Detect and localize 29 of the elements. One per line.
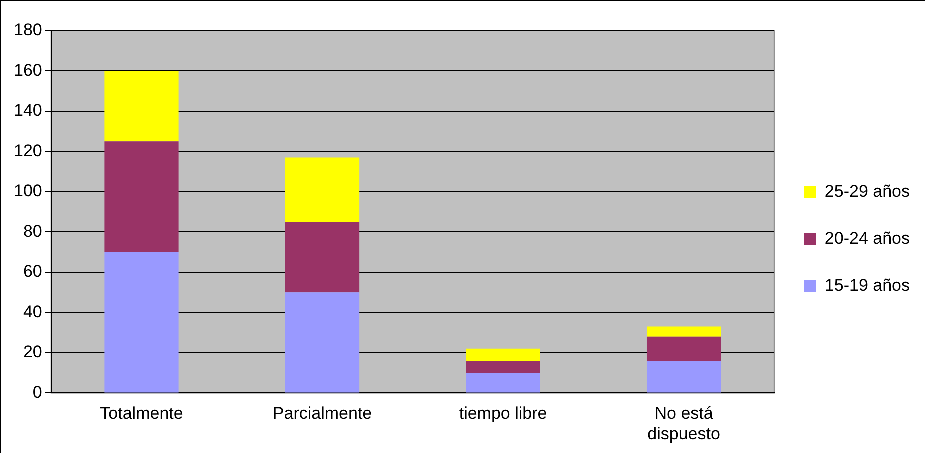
legend-label: 20-24 años (824, 229, 910, 248)
y-tick-label: 20 (23, 342, 42, 362)
y-tick-label: 140 (14, 101, 42, 120)
bar (104, 252, 179, 393)
bar (104, 142, 179, 252)
y-tick-label: 0 (32, 382, 42, 402)
bar (104, 71, 179, 142)
y-tick-label: 160 (14, 60, 42, 80)
y-tick-label: 120 (14, 141, 42, 160)
y-tick-label: 180 (14, 20, 42, 40)
x-tick-label: tiempo libre (459, 404, 548, 424)
bar (646, 326, 722, 337)
bar (285, 158, 360, 222)
x-tick-label: Totalmente (100, 404, 184, 424)
bar (285, 222, 360, 293)
legend-label: 25-29 años (824, 182, 910, 202)
bar (466, 373, 540, 393)
x-tick-label: Parcialmente (272, 404, 372, 424)
x-tick-label: No está dispuesto (648, 404, 720, 444)
y-tick-label: 100 (14, 182, 42, 201)
legend-label: 15-19 años (824, 276, 910, 296)
bar (466, 348, 540, 362)
y-tick-label: 80 (23, 222, 42, 241)
bar (646, 336, 722, 362)
y-tick-label: 40 (23, 302, 42, 322)
bar (646, 361, 722, 393)
bar (285, 292, 360, 393)
y-tick-label: 60 (23, 262, 42, 282)
bar (466, 361, 540, 374)
